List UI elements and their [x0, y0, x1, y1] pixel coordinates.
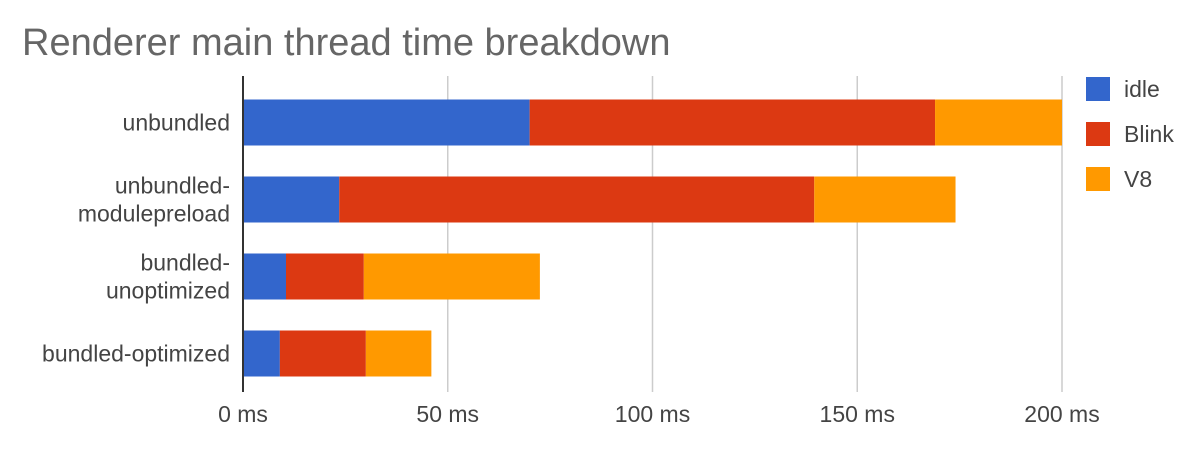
x-tick-label: 200 ms [1024, 401, 1099, 427]
bar-segment-blink [339, 176, 815, 223]
bar-segment-v8 [365, 330, 432, 377]
category-labels: unbundled unbundled-modulepreload bundled-… [42, 110, 230, 367]
x-tick-labels: 0 ms 50 ms 100 ms 150 ms 200 ms [218, 401, 1100, 427]
bar-segment-blink [279, 330, 366, 377]
legend-label: V8 [1124, 166, 1152, 192]
bar-segment-idle [243, 99, 530, 146]
category-label: unbundled [123, 110, 230, 136]
bar-segment-blink [285, 253, 364, 300]
bar-segment-idle [243, 330, 280, 377]
bar-segment-v8 [363, 253, 540, 300]
legend-swatch-idle [1086, 77, 1110, 101]
legend-swatch-v8 [1086, 167, 1110, 191]
legend-label: Blink [1124, 121, 1174, 147]
bar-segment-idle [243, 253, 286, 300]
category-label: unbundled-modulepreload [78, 173, 230, 227]
bar-segment-idle [243, 176, 340, 223]
bar-segment-v8 [935, 99, 1062, 146]
x-tick-label: 0 ms [218, 401, 268, 427]
bar-segment-v8 [814, 176, 956, 223]
x-tick-label: 50 ms [416, 401, 479, 427]
legend-swatch-blink [1086, 122, 1110, 146]
x-tick-label: 150 ms [820, 401, 895, 427]
category-label: bundled-optimized [42, 341, 230, 367]
legend-label: idle [1124, 76, 1160, 102]
chart-title: Renderer main thread time breakdown [22, 22, 670, 64]
category-label: bundled-unoptimized [106, 250, 230, 304]
bar-segment-blink [529, 99, 936, 146]
bars [243, 99, 1062, 377]
legend: idle Blink V8 [1086, 76, 1174, 192]
x-tick-label: 100 ms [615, 401, 690, 427]
